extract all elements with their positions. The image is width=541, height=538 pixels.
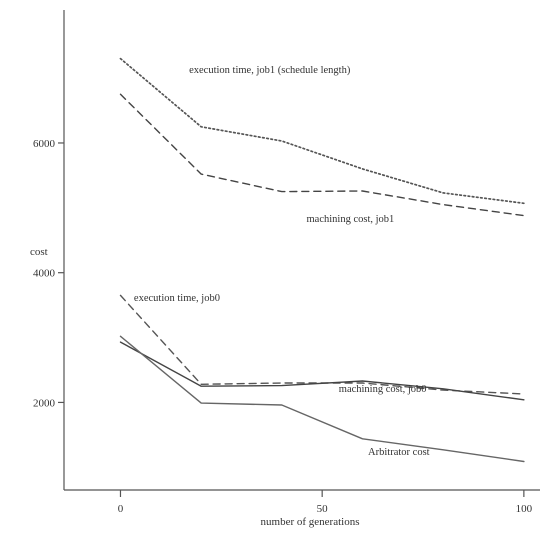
y-axis-title: cost xyxy=(30,246,48,258)
series-line-mach-job0 xyxy=(119,341,525,401)
series-line-arbitrator xyxy=(119,335,525,463)
y-tick-label: 4000 xyxy=(33,268,56,280)
tick-layer: 2000 4000 6000 0 50 100 xyxy=(33,138,533,515)
series-label-0: execution time, job1 (schedule length) xyxy=(189,65,351,76)
x-axis-title: number of generations xyxy=(261,516,360,528)
series-label-4: Arbitrator cost xyxy=(368,447,430,458)
x-tick-label: 0 xyxy=(118,503,124,515)
plot-series xyxy=(119,57,525,463)
series-line-exec-job0 xyxy=(119,294,525,395)
series-label-1: machining cost, job1 xyxy=(307,214,395,225)
series-line-exec-job1 xyxy=(119,57,525,205)
series-label-3: machining cost, job0 xyxy=(339,384,427,395)
axes xyxy=(63,10,540,491)
x-tick-label: 100 xyxy=(516,503,533,515)
series-label-2: execution time, job0 xyxy=(134,293,220,304)
annotation-layer: execution time, job1 (schedule length) ma… xyxy=(134,65,430,458)
series-line-mach-job1 xyxy=(119,93,525,217)
x-tick-label: 50 xyxy=(317,503,329,515)
y-tick-label: 6000 xyxy=(33,138,56,150)
y-tick-label: 2000 xyxy=(33,397,56,409)
